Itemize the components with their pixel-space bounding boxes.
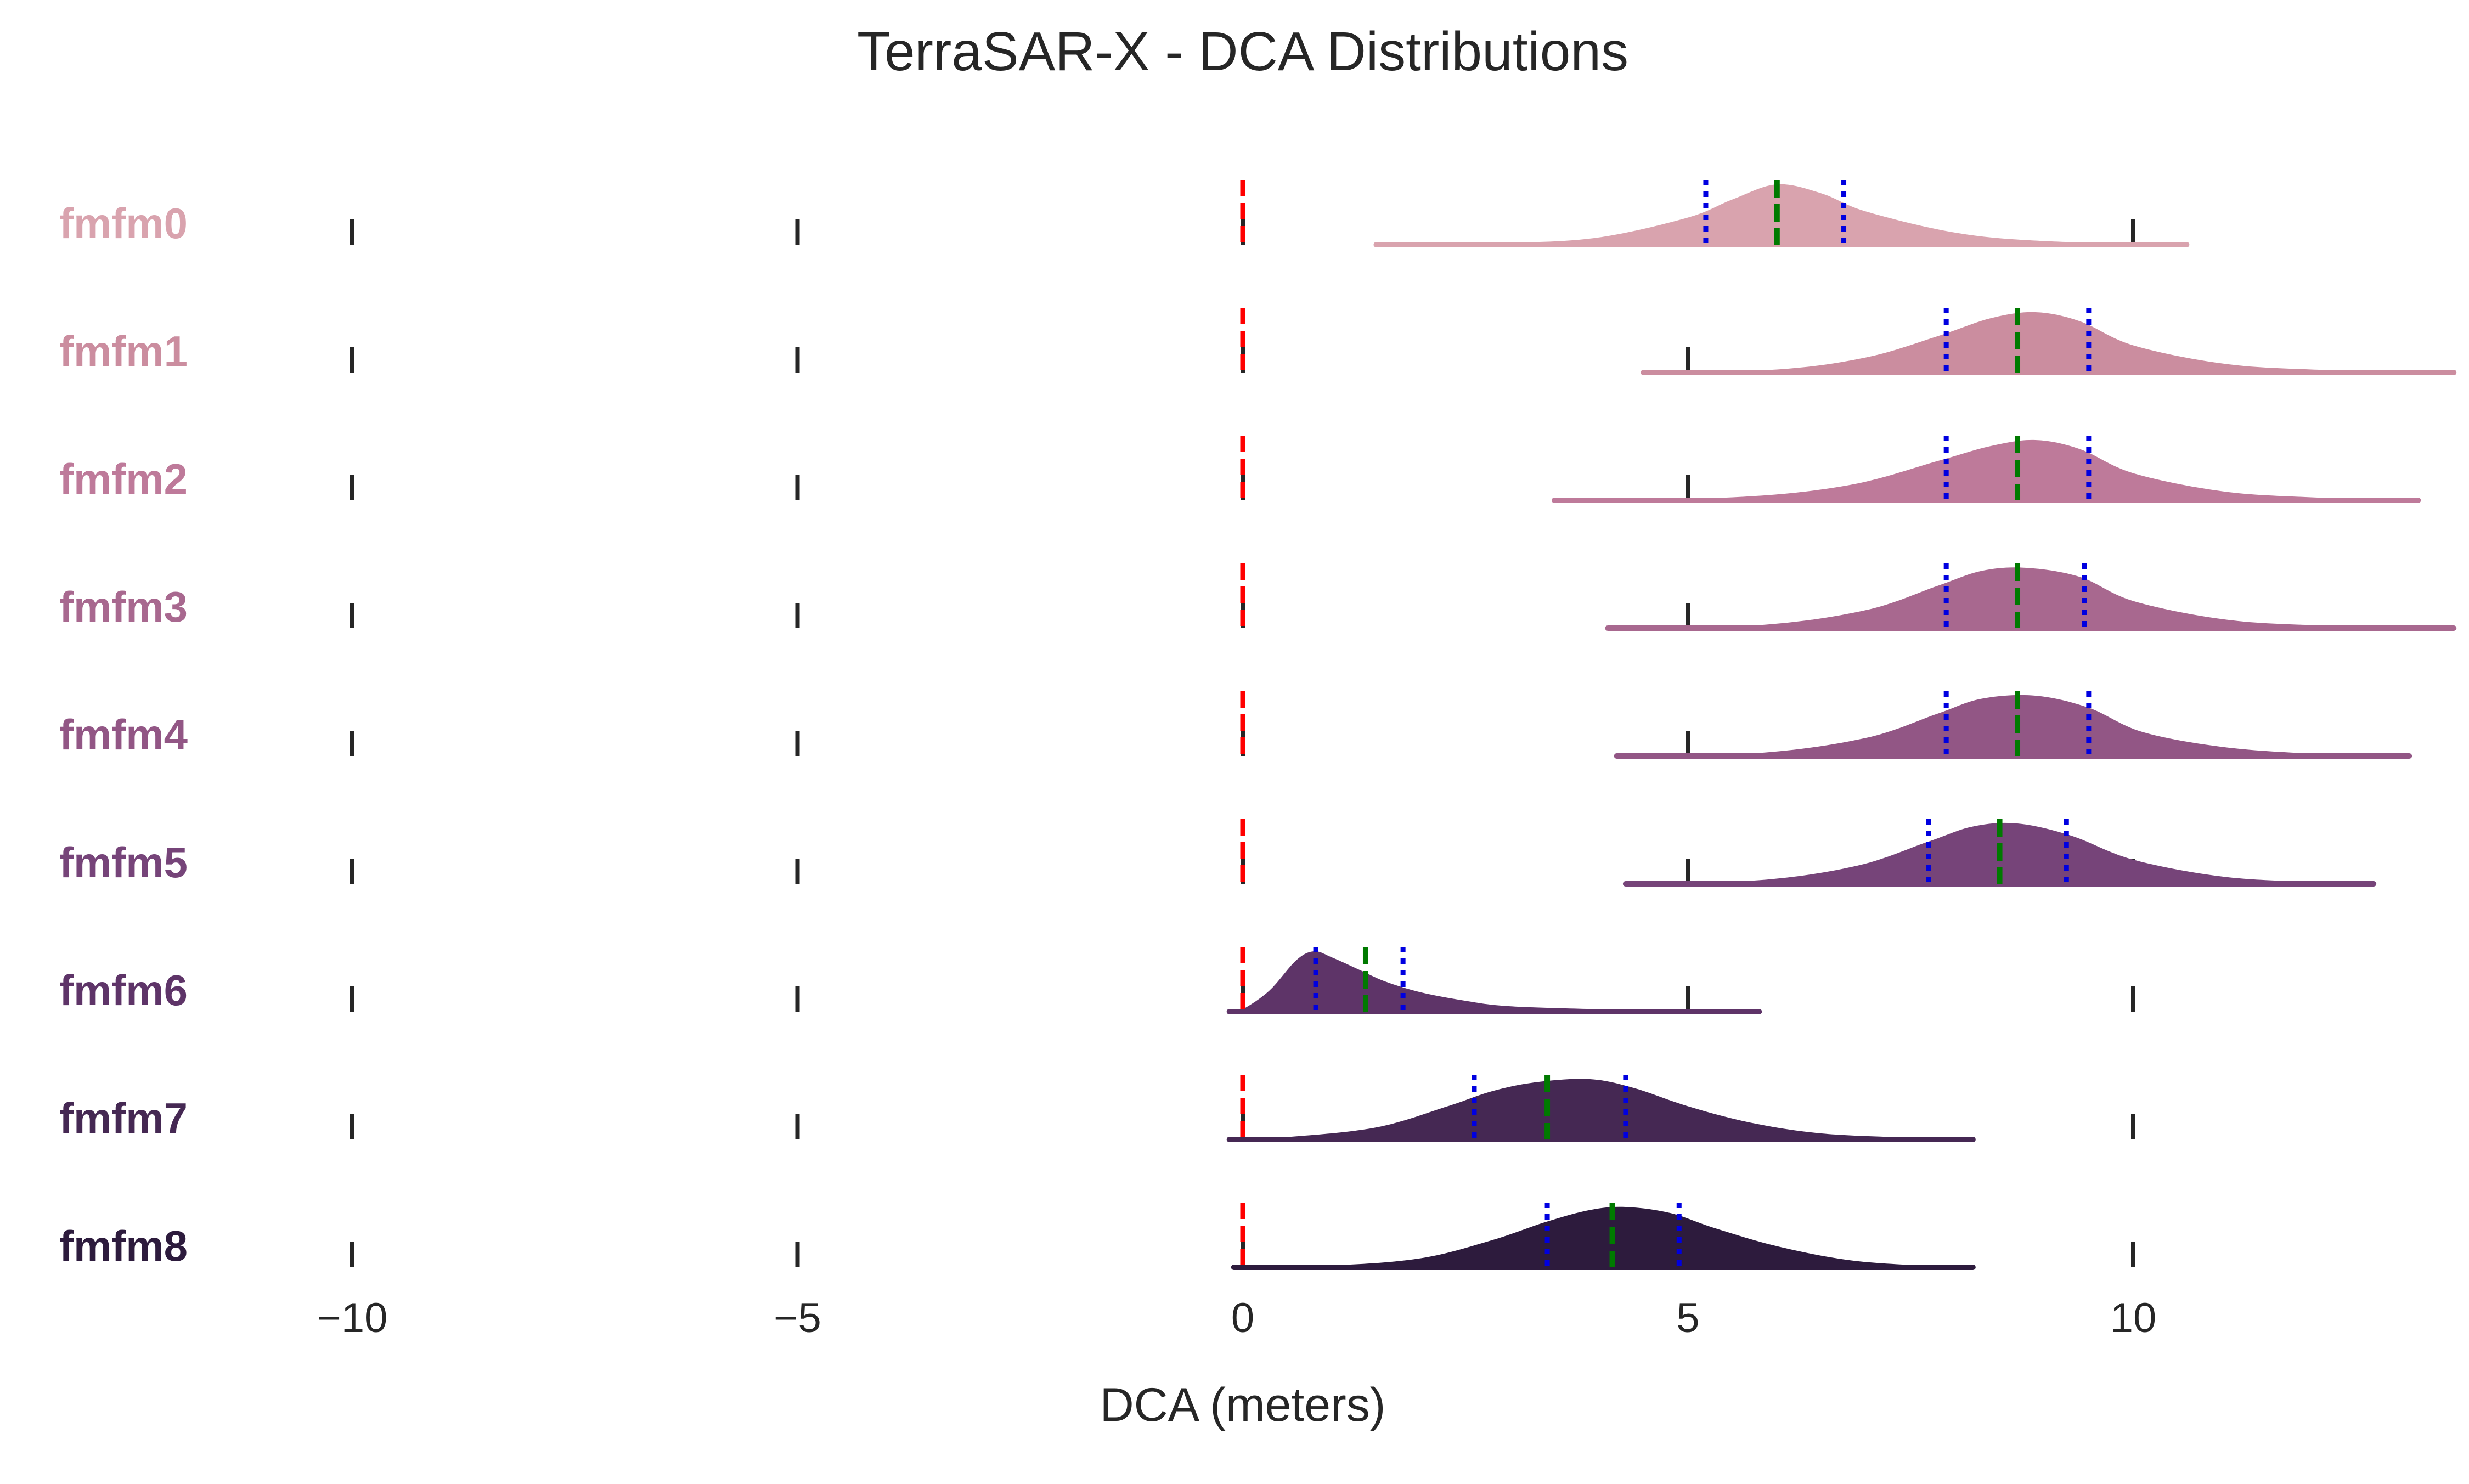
ridge-row-fmfm1: fmfm1 [59, 308, 2457, 375]
row-label-fmfm1: fmfm1 [59, 327, 188, 375]
density-area [1608, 567, 2454, 628]
density-area [1229, 1079, 1973, 1139]
chart-title: TerraSAR-X - DCA Distributions [857, 21, 1628, 82]
x-tick-label: 5 [1676, 1295, 1699, 1341]
ridge-rows: fmfm0 fmfm1 fmfm2 fmfm3 fmfm4 fmfm5 fmfm6 fmfm7… [59, 180, 2457, 1270]
ridge-row-fmfm5: fmfm5 [59, 819, 2377, 887]
row-label-fmfm2: fmfm2 [59, 455, 188, 503]
x-tick-labels: −10 −5 0 5 10 [317, 1295, 2157, 1341]
row-label-fmfm0: fmfm0 [59, 199, 188, 247]
ridge-row-fmfm7: fmfm7 [59, 1075, 2135, 1142]
density-area [1376, 184, 2187, 245]
ridge-row-fmfm6: fmfm6 [59, 947, 2135, 1014]
row-label-fmfm5: fmfm5 [59, 838, 188, 887]
ridge-row-fmfm0: fmfm0 [59, 180, 2190, 247]
density-area [1554, 439, 2419, 500]
row-label-fmfm3: fmfm3 [59, 583, 188, 631]
density-area [1643, 312, 2454, 373]
ridge-row-fmfm8: fmfm8 [59, 1203, 2135, 1270]
x-tick-label: −5 [774, 1295, 821, 1341]
row-label-fmfm7: fmfm7 [59, 1094, 188, 1142]
density-area [1229, 951, 1760, 1012]
row-label-fmfm8: fmfm8 [59, 1222, 188, 1270]
x-tick-label: 10 [2110, 1295, 2157, 1341]
density-area [1233, 1206, 1973, 1267]
x-axis-label: DCA (meters) [1100, 1379, 1386, 1431]
ridge-row-fmfm3: fmfm3 [59, 563, 2457, 631]
x-tick-label: −10 [317, 1295, 388, 1341]
density-area [1616, 695, 2410, 756]
ridge-row-fmfm4: fmfm4 [59, 691, 2412, 759]
row-label-fmfm4: fmfm4 [59, 710, 188, 759]
ridge-row-fmfm2: fmfm2 [59, 436, 2421, 503]
row-label-fmfm6: fmfm6 [59, 966, 188, 1014]
x-tick-label: 0 [1231, 1295, 1254, 1341]
